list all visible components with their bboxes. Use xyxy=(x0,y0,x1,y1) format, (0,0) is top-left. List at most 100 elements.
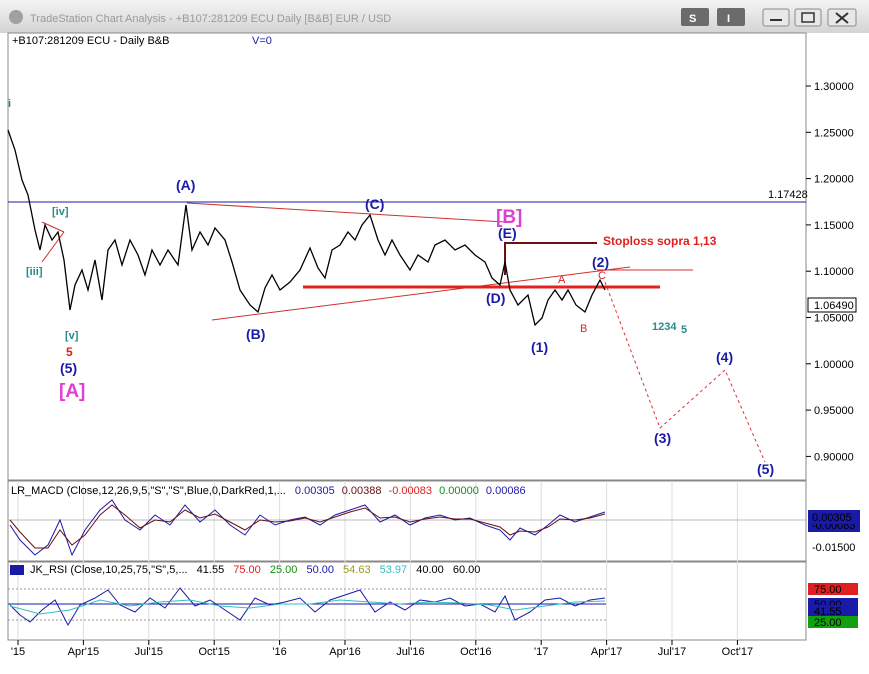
wave-label: (C) xyxy=(365,196,384,212)
macd-header: LR_MACD (Close,12,26,9,5,"S","S",Blue,0,… xyxy=(11,485,526,497)
wedge-line xyxy=(41,231,65,263)
price-label: 1.10000 xyxy=(814,266,854,278)
price-label: 1.15000 xyxy=(814,220,854,232)
window-title: TradeStation Chart Analysis - +B107:2812… xyxy=(30,13,391,25)
rsi-axis-label: 41.55 xyxy=(814,606,842,618)
wave-label: (A) xyxy=(176,177,195,193)
count-label: 5 xyxy=(681,324,687,336)
triangle-lower xyxy=(211,266,631,321)
restore-icon xyxy=(801,12,815,23)
macd-reading: -0.00083 xyxy=(389,485,432,497)
rsi-title: JK_RSI (Close,10,25,75,"S",5,... xyxy=(30,564,188,576)
wave-label: (4) xyxy=(716,349,733,365)
minimize-button[interactable] xyxy=(762,8,790,27)
wave-label: [A] xyxy=(59,381,85,402)
wave-label: [B] xyxy=(496,207,522,228)
stoploss-note: Stoploss sopra 1,13 xyxy=(603,234,717,248)
price-label: 1.30000 xyxy=(814,81,854,93)
wave-label: (B) xyxy=(246,326,265,342)
macd-title: LR_MACD (Close,12,26,9,5,"S","S",Blue,0,… xyxy=(11,485,286,497)
rsi-reading: 75.00 xyxy=(233,564,261,576)
date-label: Jul'15 xyxy=(135,646,163,658)
wave-label: [iii] xyxy=(26,266,43,278)
price-label: 1.00000 xyxy=(814,359,854,371)
current-price-box xyxy=(807,297,857,313)
rsi-reading: 41.55 xyxy=(197,564,225,576)
rsi-reading: 53.97 xyxy=(380,564,408,576)
date-label: Apr'16 xyxy=(329,646,360,658)
wave-label: 5 xyxy=(66,345,73,359)
chart-header: +B107:281209 ECU - Daily B&B xyxy=(12,35,169,47)
wave-label: (E) xyxy=(498,225,517,241)
wave-label: (5) xyxy=(757,461,774,477)
axis-box xyxy=(808,616,858,628)
triangle-upper xyxy=(186,202,506,223)
rsi-average xyxy=(9,599,606,615)
macd-reading: 0.00000 xyxy=(439,485,479,497)
date-label: '16 xyxy=(272,646,286,658)
date-label: '15 xyxy=(11,646,25,658)
wave-label: [v] xyxy=(65,330,79,342)
date-label: '17 xyxy=(534,646,548,658)
date-label: Jul'17 xyxy=(658,646,686,658)
wave-label: [iv] xyxy=(52,206,69,218)
rsi-line xyxy=(9,587,606,627)
rsi-icon xyxy=(10,565,24,575)
rsi-reading: 60.00 xyxy=(453,564,481,576)
volume-note: V=0 xyxy=(252,35,272,47)
count-label: 1234 xyxy=(652,321,677,333)
date-label: Oct'15 xyxy=(198,646,229,658)
s-button[interactable] xyxy=(681,8,709,26)
rsi-reading: 40.00 xyxy=(416,564,444,576)
close-icon xyxy=(835,12,849,24)
date-label: Oct'16 xyxy=(460,646,491,658)
projection-path xyxy=(604,281,766,463)
restore-button[interactable] xyxy=(794,8,822,27)
i-button[interactable] xyxy=(717,8,745,26)
date-label: Apr'15 xyxy=(68,646,99,658)
wave-label: A xyxy=(558,274,566,286)
wave-label: (5) xyxy=(60,360,77,376)
rsi-reading: 50.00 xyxy=(306,564,334,576)
rsi-axis-label: 75.00 xyxy=(814,584,842,596)
axis-box xyxy=(808,605,858,617)
macd-axis-label: -0.01500 xyxy=(812,542,855,554)
wave-label: B xyxy=(580,323,587,335)
rsi-header: JK_RSI (Close,10,25,75,"S",5,... 41.55 7… xyxy=(30,564,480,576)
price-label: 1.25000 xyxy=(814,127,854,139)
date-label: Oct'17 xyxy=(722,646,753,658)
wave-label: C xyxy=(598,270,606,282)
axis-box xyxy=(808,583,858,595)
macd-reading: 0.00305 xyxy=(295,485,335,497)
rsi-reading: 25.00 xyxy=(270,564,298,576)
macd-axis-label: 0.00305 xyxy=(812,512,852,524)
rsi-axis-label: 25.00 xyxy=(814,617,842,629)
i-button-label[interactable]: I xyxy=(727,13,730,25)
app-icon xyxy=(9,10,23,24)
wave-label: i xyxy=(8,98,11,110)
macd-line xyxy=(9,499,606,557)
wave-label: (3) xyxy=(654,430,671,446)
date-label: Apr'17 xyxy=(591,646,622,658)
s-button-label[interactable]: S xyxy=(689,13,696,25)
wave-label: (D) xyxy=(486,290,505,306)
current-price: 1.06490 xyxy=(814,300,854,312)
price-label: 0.95000 xyxy=(814,405,854,417)
macd-reading: 0.00388 xyxy=(342,485,382,497)
wave-label: (1) xyxy=(531,339,548,355)
date-label: Jul'16 xyxy=(396,646,424,658)
wedge-line xyxy=(41,221,65,233)
price-label: 1.05000 xyxy=(814,313,854,325)
rsi-panel xyxy=(7,561,807,641)
price-line xyxy=(7,129,606,327)
price-label: 0.90000 xyxy=(814,451,854,463)
macd-reading: 0.00086 xyxy=(486,485,526,497)
price-panel xyxy=(7,32,807,481)
rsi-reading: 54.63 xyxy=(343,564,371,576)
level-label: 1.17428 xyxy=(768,189,808,201)
macd-signal xyxy=(9,504,606,549)
price-label: 1.20000 xyxy=(814,174,854,186)
axis-box xyxy=(808,510,860,524)
wave-label: (2) xyxy=(592,254,609,270)
